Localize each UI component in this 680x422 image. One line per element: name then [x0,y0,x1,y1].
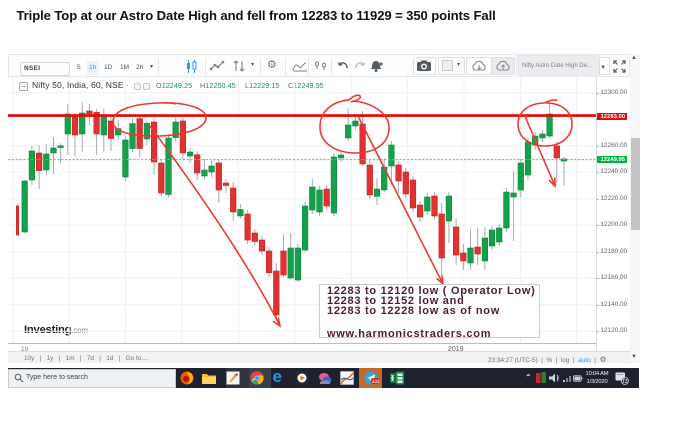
svg-text:13: 13 [622,379,628,385]
